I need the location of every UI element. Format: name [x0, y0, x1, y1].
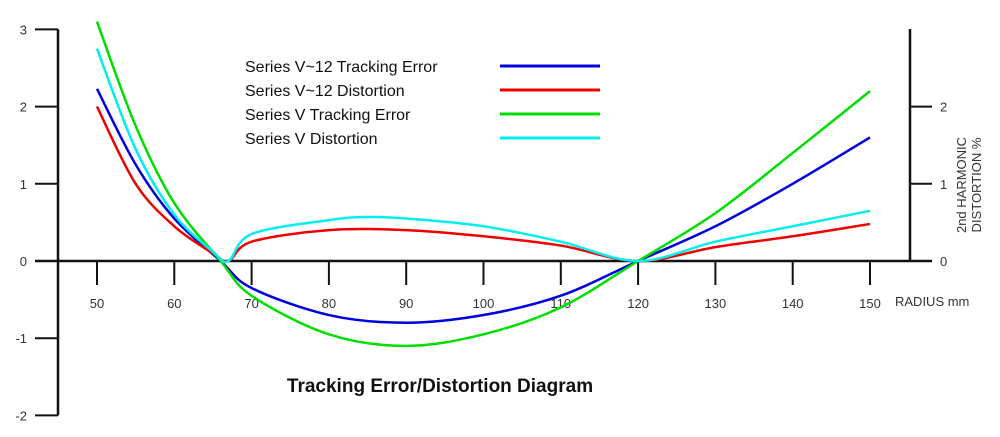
legend-label: Series V~12 Distortion — [245, 83, 405, 100]
x-tick-label: 100 — [473, 296, 495, 311]
y-tick-label: -1 — [15, 331, 27, 346]
y-tick-label: 0 — [20, 254, 27, 269]
x-tick-label: 150 — [859, 296, 881, 311]
x-tick-label: 80 — [322, 296, 336, 311]
y-tick-label: 2 — [20, 100, 27, 115]
y-tick-label: -2 — [15, 408, 27, 423]
y2-axis-label: 2nd HARMONIC — [954, 137, 969, 233]
legend-label: Series V Tracking Error — [245, 107, 411, 124]
series-line — [95, 21, 871, 348]
y-tick-label: 1 — [20, 177, 27, 192]
x-tick-label: 50 — [90, 296, 104, 311]
y2-tick-label: 1 — [940, 177, 947, 192]
y2-axis-label: DISTORTION % — [969, 137, 984, 232]
y-tick-label: 3 — [20, 22, 27, 37]
series-line — [95, 48, 871, 264]
chart-title: Tracking Error/Distortion Diagram — [287, 376, 593, 397]
x-tick-label: 140 — [782, 296, 804, 311]
legend: Series V~12 Tracking Error Series V~12 Di… — [245, 59, 600, 148]
y2-tick-label: 2 — [940, 100, 947, 115]
x-tick-label: 110 — [550, 296, 571, 311]
legend-label: Series V Distortion — [245, 131, 378, 148]
x-tick-label: 60 — [167, 296, 181, 311]
x-tick-label: 90 — [399, 296, 413, 311]
series-lines — [95, 21, 871, 348]
x-tick-label: 70 — [244, 296, 258, 311]
series-line — [95, 88, 871, 325]
series-line — [95, 106, 871, 263]
x-tick-label: 130 — [705, 296, 727, 311]
y2-tick-label: 0 — [940, 254, 947, 269]
x-axis-label: RADIUS mm — [895, 294, 969, 309]
x-tick-label: 120 — [627, 296, 649, 311]
axes: 3 2 1 0 -1 -2 2 1 0 50 60 70 80 90 100 110 120 130 140 150 2… — [15, 22, 984, 423]
legend-label: Series V~12 Tracking Error — [245, 59, 438, 76]
